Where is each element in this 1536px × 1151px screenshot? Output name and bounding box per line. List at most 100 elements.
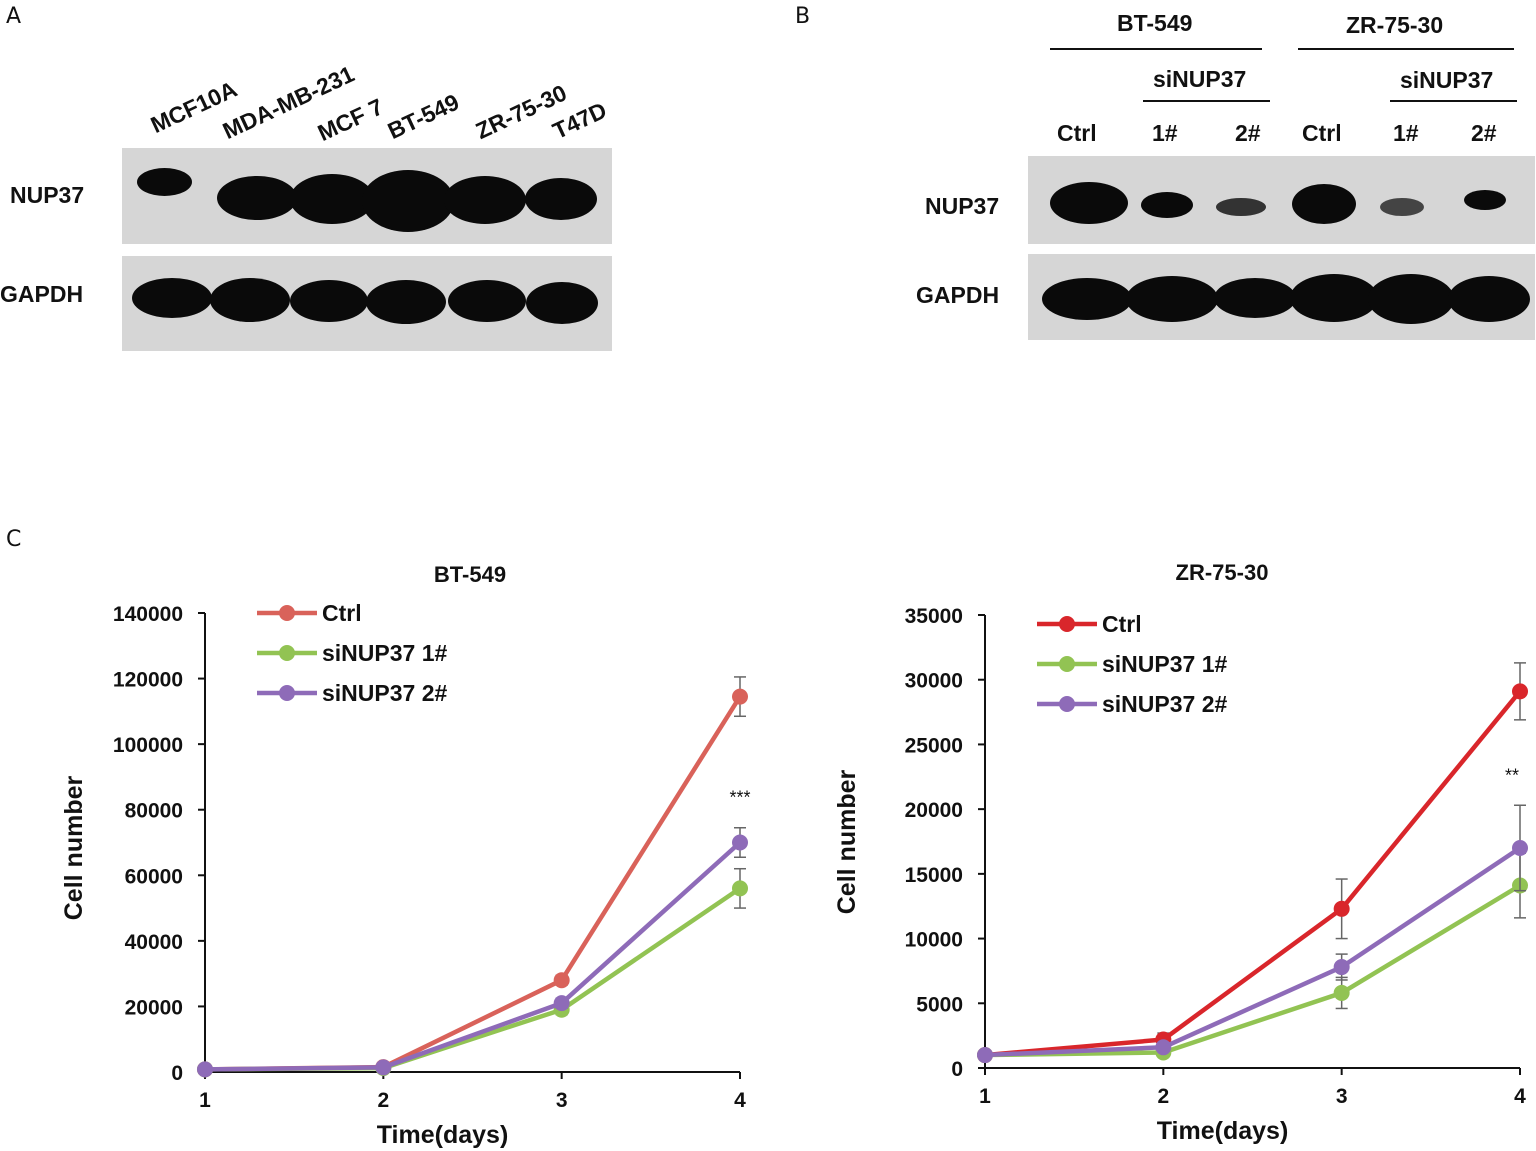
band	[1464, 190, 1506, 210]
legend-label: siNUP37 2#	[1102, 691, 1228, 717]
data-point	[375, 1059, 392, 1076]
x-tick-label: 3	[556, 1089, 568, 1112]
y-tick-label: 40000	[125, 931, 183, 954]
x-axis-label: Time(days)	[377, 1121, 509, 1149]
sirna-label: siNUP37	[1400, 67, 1494, 93]
data-point	[732, 688, 748, 705]
band	[1214, 278, 1296, 318]
y-tick-label: 0	[951, 1058, 963, 1081]
band	[1380, 198, 1424, 216]
x-axis-label: Time(days)	[1157, 1117, 1289, 1145]
sirna-rule	[1390, 100, 1517, 102]
band	[362, 170, 454, 232]
growth-chart-bt549: BT-549 0 20000 40000 60000 80000 100000 120000 1…	[60, 562, 751, 1149]
band	[1448, 276, 1530, 322]
legend-label: siNUP37 1#	[1102, 651, 1228, 677]
x-tick-label: 1	[979, 1085, 991, 1108]
band	[444, 176, 526, 224]
y-tick-label: 0	[171, 1062, 183, 1085]
y-axis-label: Cell number	[60, 776, 88, 921]
y-tick-label: 80000	[125, 800, 183, 823]
band	[1290, 274, 1378, 322]
band	[366, 280, 446, 324]
band	[1141, 192, 1193, 218]
data-point	[553, 995, 570, 1012]
x-tick-label: 2	[1157, 1085, 1169, 1108]
band	[217, 176, 297, 220]
legend-marker	[1059, 656, 1075, 672]
series-line	[204, 840, 742, 1072]
significance-annotation: **	[1505, 765, 1519, 785]
band	[1126, 276, 1218, 322]
y-tick-label: 30000	[905, 670, 963, 693]
panel-letter-c: C	[6, 527, 22, 552]
blot-row-label: GAPDH	[0, 281, 84, 307]
y-tick-label: 35000	[905, 605, 963, 628]
band	[526, 282, 598, 324]
y-tick-label: 10000	[905, 929, 963, 952]
y-tick-label: 15000	[905, 864, 963, 887]
lane-label: Ctrl	[1057, 120, 1097, 146]
lane-label: MCF 7	[313, 93, 388, 147]
y-tick-label: 60000	[125, 865, 183, 888]
lane-label: BT-549	[383, 88, 463, 145]
blot-gapdh	[1028, 254, 1535, 340]
sirna-label: siNUP37	[1153, 66, 1247, 92]
blot-row-label: GAPDH	[916, 282, 1000, 308]
group-rule	[1298, 48, 1514, 50]
data-point	[1512, 839, 1528, 856]
data-point	[197, 1061, 213, 1078]
significance-annotation: ***	[729, 788, 750, 808]
blot-nup37	[1028, 156, 1535, 244]
chart-title: ZR-75-30	[1176, 560, 1269, 585]
y-tick-label: 5000	[916, 993, 963, 1016]
y-tick-label: 20000	[905, 799, 963, 822]
series-line	[204, 695, 742, 1072]
data-point	[977, 1047, 993, 1064]
sirna-rule	[1143, 100, 1270, 102]
series-line	[984, 689, 1522, 1058]
data-point	[553, 972, 570, 989]
y-axis-label: Cell number	[833, 770, 861, 915]
lane-label: 1#	[1393, 120, 1419, 146]
band	[1368, 274, 1454, 324]
y-tick-label: 20000	[125, 996, 183, 1019]
legend-marker	[279, 645, 295, 661]
band	[1042, 278, 1132, 320]
band	[1050, 182, 1128, 224]
legend-marker	[279, 605, 295, 621]
x-tick-label: 2	[377, 1089, 389, 1112]
band	[448, 280, 526, 322]
legend-label: siNUP37 1#	[322, 640, 448, 666]
lane-label: Ctrl	[1302, 120, 1342, 146]
y-tick-label: 140000	[113, 603, 183, 626]
lane-label: 2#	[1235, 120, 1261, 146]
group-rule	[1050, 48, 1262, 50]
data-point	[732, 834, 748, 851]
data-point	[1333, 984, 1350, 1001]
band	[290, 174, 374, 224]
panel-letter-b: B	[795, 4, 811, 29]
lane-label: 1#	[1152, 120, 1178, 146]
data-point	[1333, 959, 1350, 976]
series-line	[984, 883, 1522, 1058]
y-tick-label: 25000	[905, 734, 963, 757]
x-tick-label: 4	[1514, 1085, 1526, 1108]
legend-marker	[1059, 696, 1075, 712]
blot-nup37	[122, 148, 612, 244]
band	[137, 168, 192, 196]
blot-row-label: NUP37	[925, 193, 1000, 219]
blot-row-label: NUP37	[10, 182, 85, 208]
chart-title: BT-549	[434, 562, 506, 587]
y-tick-label: 120000	[113, 669, 183, 692]
legend-label: Ctrl	[1102, 611, 1142, 637]
group-label: ZR-75-30	[1346, 12, 1444, 38]
x-tick-label: 4	[734, 1089, 746, 1112]
band	[1216, 198, 1266, 216]
lane-label: 2#	[1471, 120, 1497, 146]
group-label: BT-549	[1117, 10, 1193, 36]
legend-label: Ctrl	[322, 600, 362, 626]
band	[1292, 184, 1356, 224]
legend-marker	[1059, 616, 1075, 632]
legend-label: siNUP37 2#	[322, 680, 448, 706]
